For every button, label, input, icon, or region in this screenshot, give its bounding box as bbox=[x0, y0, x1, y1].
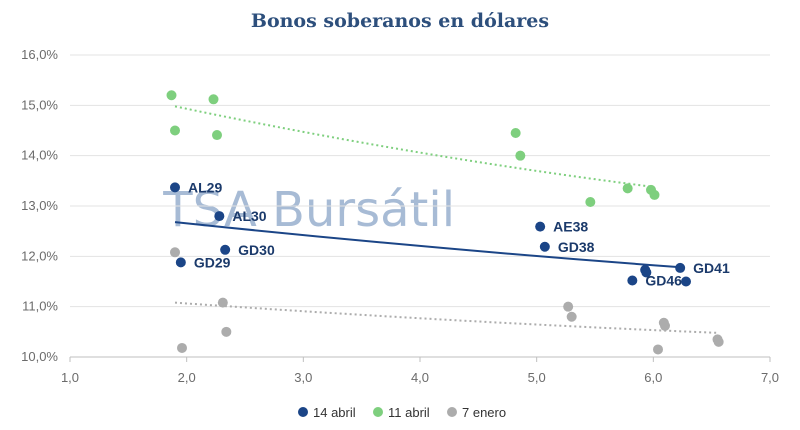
legend-marker bbox=[373, 407, 383, 417]
x-tick-label: 5,0 bbox=[528, 370, 546, 385]
data-point bbox=[510, 128, 521, 139]
data-point bbox=[627, 275, 638, 286]
data-point bbox=[539, 241, 550, 252]
x-tick-label: 3,0 bbox=[294, 370, 312, 385]
x-tick-label: 7,0 bbox=[761, 370, 779, 385]
data-point bbox=[170, 125, 180, 136]
data-point bbox=[535, 221, 546, 232]
data-point bbox=[566, 311, 577, 322]
point-labels: AL29 GD29 AL30 GD30 AE38 GD38 GD46 GD41 bbox=[188, 179, 730, 288]
y-tick-label: 15,0% bbox=[21, 97, 58, 112]
x-tick-label: 6,0 bbox=[644, 370, 662, 385]
point-label-GD29: GD29 bbox=[194, 254, 231, 270]
point-label-GD41: GD41 bbox=[693, 260, 730, 276]
data-point bbox=[170, 247, 180, 258]
legend-marker bbox=[447, 407, 457, 417]
data-point bbox=[563, 301, 574, 312]
data-point bbox=[214, 211, 225, 222]
data-point bbox=[221, 326, 232, 337]
legend-label: 14 abril bbox=[313, 405, 356, 420]
y-tick-label: 14,0% bbox=[21, 148, 58, 163]
watermark-text: TSA Bursátil bbox=[162, 182, 455, 238]
data-point bbox=[217, 297, 228, 308]
point-label-GD30: GD30 bbox=[238, 242, 275, 258]
y-tick-label: 10,0% bbox=[21, 349, 58, 364]
data-point bbox=[653, 344, 663, 355]
data-point bbox=[675, 262, 686, 273]
trendline-11-abril bbox=[174, 105, 654, 188]
legend-marker bbox=[298, 407, 308, 417]
legend-label: 7 enero bbox=[462, 405, 506, 420]
watermark: TSA Bursátil bbox=[162, 182, 455, 238]
data-point bbox=[515, 150, 526, 161]
point-label-AL29: AL29 bbox=[188, 179, 222, 195]
y-tick-label: 12,0% bbox=[21, 248, 58, 263]
data-point bbox=[660, 320, 670, 331]
trendline-14-abril bbox=[174, 221, 683, 269]
legend-label: 11 abril bbox=[388, 405, 430, 420]
data-point bbox=[641, 267, 652, 278]
data-point bbox=[713, 336, 724, 347]
data-point bbox=[585, 196, 596, 207]
gridlines bbox=[70, 54, 770, 358]
data-points bbox=[166, 90, 724, 355]
x-tick-label: 4,0 bbox=[411, 370, 429, 385]
y-tick-label: 16,0% bbox=[21, 47, 58, 62]
point-label-AE38: AE38 bbox=[553, 219, 588, 235]
trendline-7-enero bbox=[174, 301, 718, 334]
legend: 14 abril 11 abril 7 enero bbox=[298, 405, 506, 420]
chart-title: Bonos soberanos en dólares bbox=[251, 10, 549, 32]
data-point bbox=[170, 182, 180, 193]
data-point bbox=[622, 183, 633, 194]
point-label-GD38: GD38 bbox=[558, 239, 595, 255]
data-point bbox=[166, 90, 177, 101]
data-point bbox=[175, 257, 186, 268]
data-point bbox=[681, 276, 691, 287]
point-label-GD46: GD46 bbox=[645, 272, 682, 288]
data-point bbox=[208, 94, 219, 105]
trendlines bbox=[174, 105, 718, 334]
data-point bbox=[649, 189, 660, 200]
x-tick-label: 2,0 bbox=[178, 370, 196, 385]
axes: 10,0% 11,0% 12,0% 13,0% 14,0% 15,0% 16,0% 1,0 2,… bbox=[21, 47, 779, 385]
data-point bbox=[212, 130, 222, 141]
point-label-AL30: AL30 bbox=[232, 208, 266, 224]
y-tick-label: 11,0% bbox=[22, 299, 58, 314]
data-point bbox=[220, 244, 231, 255]
data-point bbox=[177, 342, 187, 353]
y-tick-label: 13,0% bbox=[21, 198, 58, 213]
x-tick-label: 1,0 bbox=[61, 370, 79, 385]
